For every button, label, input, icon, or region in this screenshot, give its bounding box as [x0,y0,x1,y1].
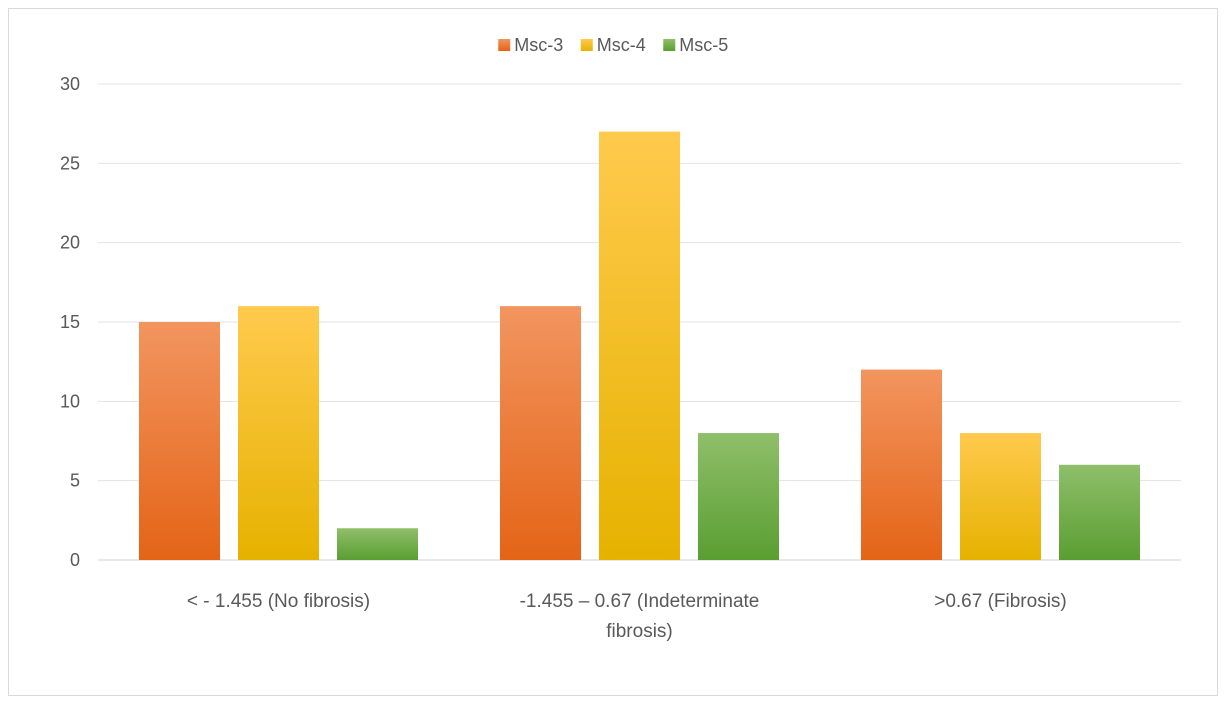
bar-msc-5 [1059,464,1140,560]
bar-msc-3 [861,369,942,560]
y-tick-label: 25 [60,153,80,173]
y-tick-label: 10 [60,391,80,411]
legend-item-msc-5: Msc-5 [663,35,728,55]
x-category-label: -1.455 – 0.67 (Indeterminate fibrosis) [520,591,760,642]
legend-item-msc-4: Msc-4 [580,35,646,55]
legend-swatch [580,39,593,51]
bar-msc-3 [500,306,581,560]
bar-msc-4 [599,131,680,560]
bars [139,131,1140,560]
legend-label: Msc-3 [514,35,563,55]
y-tick-label: 0 [70,550,80,570]
x-category-label: >0.67 (Fibrosis) [934,591,1067,612]
y-tick-label: 30 [60,74,80,94]
bar-msc-4 [238,306,319,560]
legend-item-msc-3: Msc-3 [498,35,563,55]
y-tick-label: 20 [60,233,80,253]
y-tick-label: 15 [60,312,80,332]
y-axis-ticks: 0 5 10 15 20 25 30 [60,74,80,570]
legend-swatch [663,39,676,51]
y-tick-label: 5 [70,471,80,491]
bar-msc-5 [698,433,779,560]
bar-msc-5 [337,528,418,560]
bar-msc-4 [960,433,1041,560]
x-category-label: < - 1.455 (No fibrosis) [187,591,370,612]
legend-label: Msc-4 [597,35,646,55]
legend-swatch [498,39,511,51]
legend-label: Msc-5 [679,35,728,55]
x-axis-categories: < - 1.455 (No fibrosis) -1.455 – 0.67 (In… [187,591,1067,642]
legend: Msc-3 Msc-4 Msc-5 [498,35,728,55]
bar-msc-3 [139,322,220,560]
